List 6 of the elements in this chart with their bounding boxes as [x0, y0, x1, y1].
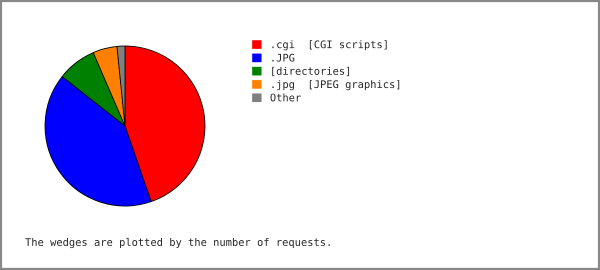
text: The wedges are plotted by the number of requests.: [25, 238, 330, 248]
legend-label: .JPG: [272, 54, 294, 62]
legend-label: .cgi [CGI scripts]: [272, 40, 387, 50]
legend-label: Other: [270, 93, 301, 102]
legend-label: .jpg [JPEG graphics]: [272, 80, 400, 90]
legend-label: [directories]: [272, 66, 350, 76]
